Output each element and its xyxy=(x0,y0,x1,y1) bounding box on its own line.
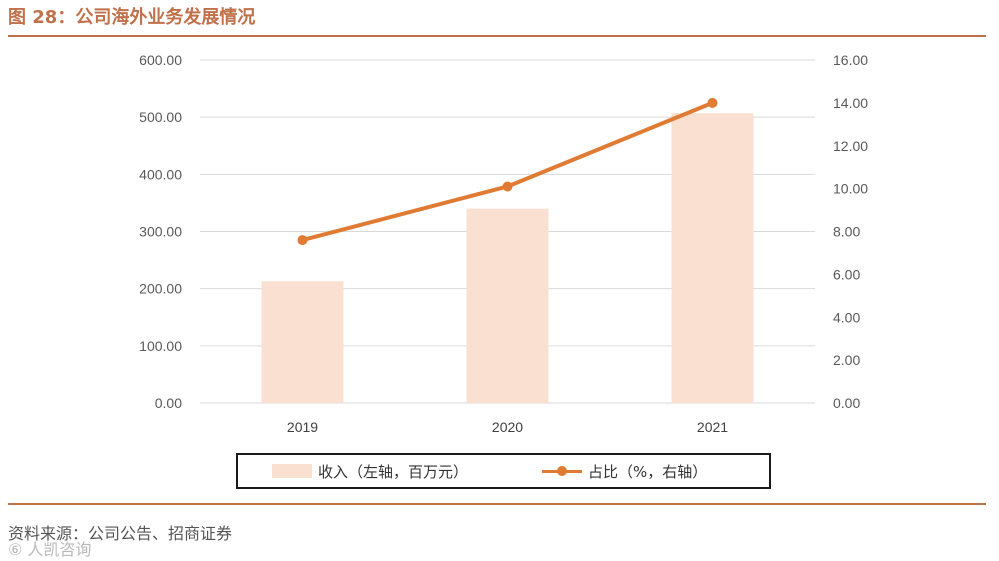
legend-bar-swatch xyxy=(272,464,312,478)
figure-title-row: 图 28：公司海外业务发展情况 xyxy=(8,4,255,32)
left-tick-label: 100.00 xyxy=(139,338,182,354)
left-tick-label: 600.00 xyxy=(139,52,182,68)
left-tick-label: 200.00 xyxy=(139,281,182,297)
right-tick-label: 6.00 xyxy=(833,266,860,282)
figure-title: 图 28：公司海外业务发展情况 xyxy=(8,7,256,28)
left-tick-label: 0.00 xyxy=(155,395,182,411)
title-divider xyxy=(8,35,986,37)
right-tick-label: 14.00 xyxy=(833,95,868,111)
share-point xyxy=(502,181,513,192)
right-axis-ticks: 0.00 2.00 4.00 6.00 8.00 10.00 12.00 14.00 16.00 xyxy=(833,52,868,411)
share-point xyxy=(297,235,308,246)
right-tick-label: 8.00 xyxy=(833,224,860,240)
legend-item-share: 占比（%，右轴） xyxy=(542,455,707,487)
left-axis-ticks: 0.00 100.00 200.00 300.00 400.00 500.00 600.00 xyxy=(139,52,182,411)
share-point xyxy=(707,97,718,108)
left-tick-label: 300.00 xyxy=(139,224,182,240)
right-tick-label: 10.00 xyxy=(833,181,868,197)
left-tick-label: 400.00 xyxy=(139,166,182,182)
revenue-bar xyxy=(466,208,549,403)
combo-chart: 0.00 100.00 200.00 300.00 400.00 500.00 600.00… xyxy=(139,52,868,435)
chart-legend: 收入（左轴，百万元） 占比（%，右轴） xyxy=(236,453,771,489)
legend-item-revenue: 收入（左轴，百万元） xyxy=(272,455,468,487)
x-axis-ticks: 2019 2020 2021 xyxy=(287,419,728,435)
right-tick-label: 4.00 xyxy=(833,309,860,325)
revenue-bar xyxy=(261,281,344,403)
right-tick-label: 16.00 xyxy=(833,52,868,68)
legend-line-swatch xyxy=(542,464,582,478)
footer-divider xyxy=(8,503,986,505)
legend-label-share: 占比（%，右轴） xyxy=(588,462,708,481)
bar-series xyxy=(261,113,754,403)
legend-label-revenue: 收入（左轴，百万元） xyxy=(318,462,469,481)
watermark-text: ⑥ 人凯咨询 xyxy=(8,540,92,559)
x-tick-label: 2019 xyxy=(287,419,318,435)
source-note: 资料来源：公司公告、招商证券 xyxy=(8,524,233,543)
line-series xyxy=(297,97,718,246)
x-tick-label: 2020 xyxy=(492,419,523,435)
x-tick-label: 2021 xyxy=(697,419,728,435)
right-tick-label: 12.00 xyxy=(833,138,868,154)
right-tick-label: 0.00 xyxy=(833,395,860,411)
left-tick-label: 500.00 xyxy=(139,109,182,125)
revenue-bar xyxy=(671,113,754,403)
right-tick-label: 2.00 xyxy=(833,352,860,368)
